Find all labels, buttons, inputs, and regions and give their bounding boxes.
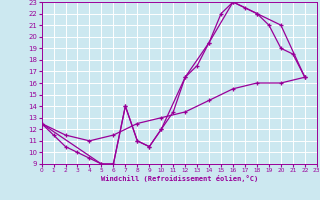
X-axis label: Windchill (Refroidissement éolien,°C): Windchill (Refroidissement éolien,°C) <box>100 175 258 182</box>
